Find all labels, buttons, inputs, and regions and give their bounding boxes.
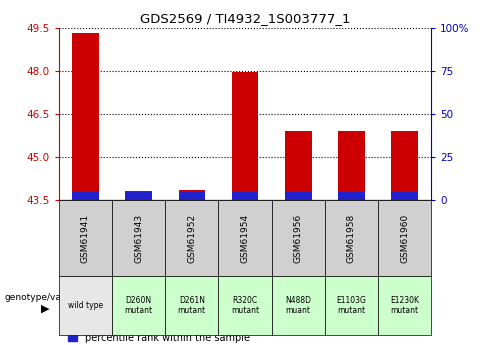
Text: GSM61943: GSM61943	[134, 214, 143, 263]
Text: ▶: ▶	[41, 304, 49, 314]
Text: GSM61960: GSM61960	[400, 214, 409, 263]
Bar	[338, 131, 365, 200]
Text: GSM61954: GSM61954	[241, 214, 249, 263]
Bar	[125, 191, 152, 200]
Text: E1103G
mutant: E1103G mutant	[337, 296, 367, 315]
Text: R320C
mutant: R320C mutant	[231, 296, 259, 315]
Text: N488D
muant: N488D muant	[285, 296, 311, 315]
Bar	[72, 33, 98, 200]
Bar	[285, 192, 312, 200]
Text: wild type: wild type	[68, 301, 103, 310]
Bar	[125, 192, 152, 200]
Text: GSM61956: GSM61956	[294, 214, 303, 263]
Text: E1230K
mutant: E1230K mutant	[390, 296, 419, 315]
Bar	[232, 71, 258, 200]
Text: D260N
mutant: D260N mutant	[124, 296, 153, 315]
Legend: count, percentile rank within the sample: count, percentile rank within the sample	[64, 314, 254, 345]
Bar	[232, 192, 258, 200]
Bar	[178, 192, 205, 200]
Bar	[285, 131, 312, 200]
Text: GSM61952: GSM61952	[187, 214, 196, 263]
Bar	[338, 192, 365, 200]
Bar	[178, 190, 205, 200]
Title: GDS2569 / TI4932_1S003777_1: GDS2569 / TI4932_1S003777_1	[140, 12, 350, 25]
Text: genotype/variation: genotype/variation	[5, 293, 91, 302]
Text: GSM61958: GSM61958	[347, 214, 356, 263]
Text: GSM61941: GSM61941	[81, 214, 90, 263]
Bar	[392, 192, 418, 200]
Bar	[72, 192, 98, 200]
Bar	[392, 131, 418, 200]
Text: D261N
mutant: D261N mutant	[178, 296, 206, 315]
